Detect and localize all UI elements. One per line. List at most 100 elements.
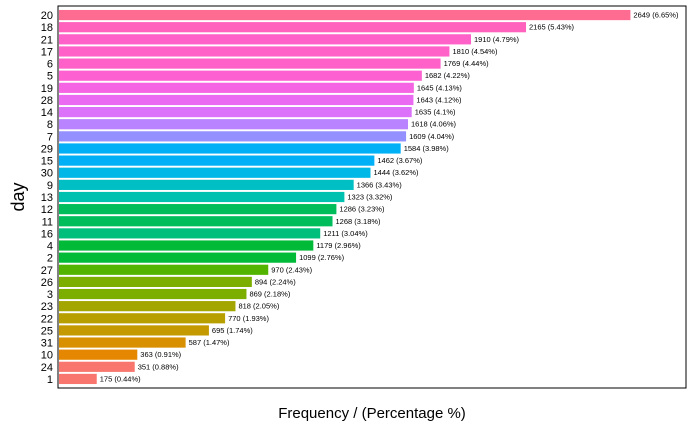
bar-day-23 (59, 301, 236, 312)
bar-day-30 (59, 167, 371, 178)
y-tick-label: 4 (47, 241, 53, 253)
data-label: 970 (2.43%) (271, 265, 312, 274)
data-label: 1366 (3.43%) (357, 180, 403, 189)
data-label: 818 (2.05%) (238, 302, 279, 311)
data-label: 1643 (4.12%) (416, 95, 462, 104)
data-label: 1810 (4.54%) (452, 47, 498, 56)
bar-day-27 (59, 264, 269, 275)
y-tick-label: 25 (41, 325, 53, 337)
bar-day-11 (59, 216, 333, 227)
bar-day-17 (59, 46, 450, 57)
data-label: 1645 (4.13%) (417, 83, 463, 92)
y-tick-label: 9 (47, 180, 53, 192)
y-tick-label: 15 (41, 156, 53, 168)
bar-day-3 (59, 288, 247, 300)
y-tick-label: 17 (41, 46, 53, 58)
data-label: 2165 (5.43%) (529, 23, 575, 32)
bar-day-8 (59, 119, 409, 130)
data-labels-group: 2649 (6.65%) 2165 (5.43%) 1910 (4.79%) 1810… (100, 11, 679, 384)
bar-day-16 (59, 228, 321, 239)
data-label: 2649 (6.65%) (633, 11, 679, 20)
bar-day-22 (59, 313, 226, 324)
data-label: 1179 (2.96%) (316, 241, 361, 250)
y-tick-label: 3 (47, 289, 53, 301)
y-tick-label: 1 (47, 374, 53, 386)
data-label: 1462 (3.67%) (377, 156, 423, 165)
bar-day-13 (59, 191, 345, 203)
y-tick-label: 12 (41, 204, 53, 216)
data-label: 1769 (4.44%) (444, 59, 490, 68)
data-label: 363 (0.91%) (140, 350, 181, 359)
data-label: 1584 (3.98%) (404, 144, 450, 153)
bar-day-5 (59, 70, 422, 81)
y-tick-label: 31 (41, 338, 53, 350)
bar-day-31 (59, 337, 186, 348)
data-label: 869 (2.18%) (249, 290, 290, 299)
y-tick-label: 26 (41, 277, 53, 289)
y-tick-label: 14 (41, 107, 53, 119)
bar-day-4 (59, 240, 314, 251)
y-axis-title: day (8, 182, 28, 211)
bar-day-24 (59, 361, 135, 372)
bar-day-29 (59, 143, 401, 154)
y-tick-label: 13 (41, 192, 53, 204)
y-tick-label: 5 (47, 71, 53, 83)
y-tick-label: 20 (41, 10, 53, 22)
y-tick-label: 29 (41, 143, 53, 155)
bar-day-20 (59, 9, 631, 21)
data-label: 1635 (4.1%) (415, 108, 456, 117)
y-tick-label: 22 (41, 313, 53, 325)
y-tick-label: 27 (41, 265, 53, 277)
data-label: 894 (2.24%) (255, 277, 296, 286)
bar-day-9 (59, 179, 354, 190)
bar-day-21 (59, 34, 472, 45)
bars-group (59, 9, 631, 385)
y-tick-label: 24 (41, 362, 53, 374)
y-tick-label: 28 (41, 95, 53, 107)
data-label: 587 (1.47%) (189, 338, 230, 347)
data-label: 1682 (4.22%) (425, 71, 471, 80)
bar-day-2 (59, 252, 297, 263)
bar-day-26 (59, 276, 252, 287)
y-tick-labels: 2018211765192814872915309131211164227263… (41, 10, 53, 386)
bar-day-1 (59, 373, 97, 385)
data-label: 1609 (4.04%) (409, 132, 455, 141)
bar-day-19 (59, 82, 414, 93)
data-label: 1323 (3.32%) (347, 193, 393, 202)
y-tick-label: 23 (41, 301, 53, 313)
y-tick-label: 30 (41, 168, 53, 180)
data-label: 1268 (3.18%) (336, 217, 382, 226)
y-tick-label: 19 (41, 83, 53, 95)
y-tick-label: 11 (42, 216, 53, 228)
y-tick-label: 8 (47, 119, 53, 131)
y-tick-label: 7 (47, 131, 53, 143)
data-label: 351 (0.88%) (138, 362, 179, 371)
bar-day-25 (59, 325, 209, 336)
data-label: 1618 (4.06%) (411, 120, 457, 129)
bar-day-10 (59, 349, 138, 360)
data-label: 175 (0.44%) (100, 374, 141, 383)
data-label: 1910 (4.79%) (474, 35, 520, 44)
data-label: 1211 (3.04%) (323, 229, 368, 238)
y-tick-label: 10 (41, 350, 53, 362)
data-label: 770 (1.93%) (228, 314, 269, 323)
bar-day-7 (59, 131, 407, 142)
bar-day-14 (59, 107, 412, 118)
data-label: 695 (1.74%) (212, 326, 253, 335)
bar-day-12 (59, 204, 337, 215)
data-label: 1099 (2.76%) (299, 253, 345, 262)
bar-day-28 (59, 94, 414, 106)
y-tick-label: 18 (41, 22, 53, 34)
y-tick-label: 6 (47, 59, 53, 71)
data-label: 1444 (3.62%) (373, 168, 419, 177)
bar-day-18 (59, 22, 527, 33)
x-axis-title: Frequency / (Percentage %) (278, 405, 466, 422)
data-label: 1286 (3.23%) (339, 205, 385, 214)
bar-day-6 (59, 58, 441, 69)
bar-day-15 (59, 155, 375, 166)
y-tick-label: 16 (41, 228, 53, 240)
y-tick-label: 21 (41, 34, 53, 46)
y-tick-label: 2 (47, 253, 53, 265)
